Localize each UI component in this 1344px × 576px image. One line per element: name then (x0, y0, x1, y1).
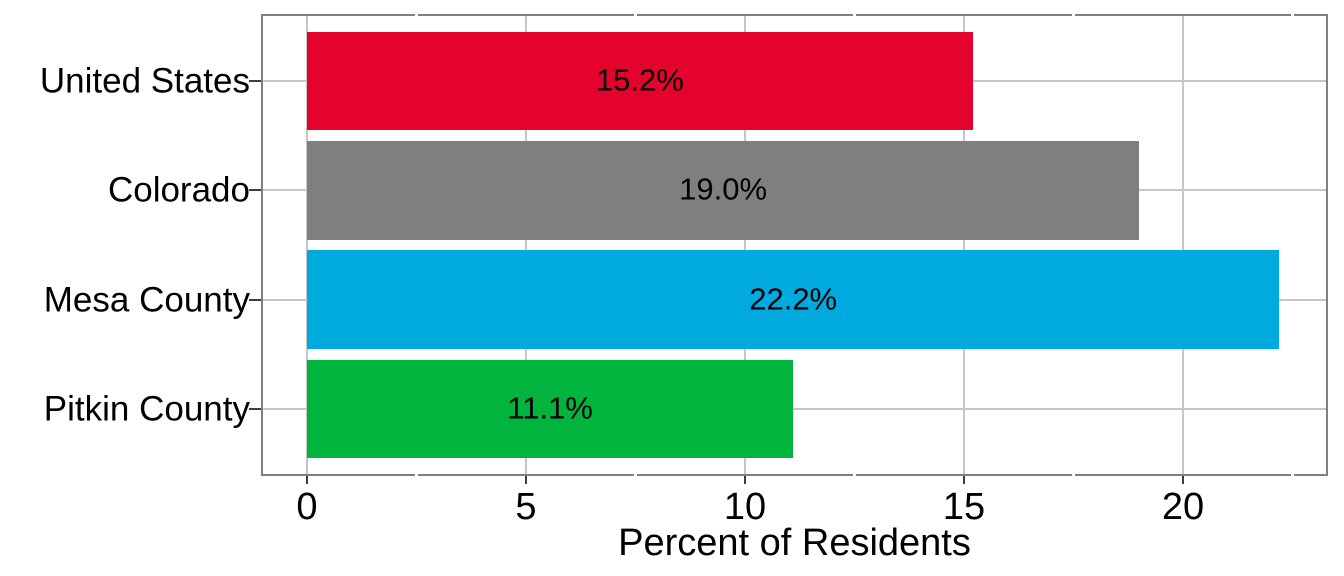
x-axis-tick (306, 476, 308, 484)
gridline-vertical (744, 16, 746, 474)
category-label: Pitkin County (43, 389, 250, 429)
y-axis-tick (249, 80, 261, 83)
category-label: Colorado (107, 170, 250, 210)
bar-value-label: 15.2% (595, 62, 684, 98)
minor-tick-notch (1072, 14, 1075, 16)
x-axis-tick-label: 20 (1161, 486, 1205, 528)
y-axis-tick (249, 298, 261, 301)
category-label: United States (39, 61, 250, 101)
x-axis-tick-label: 0 (296, 486, 318, 528)
x-axis-tick-label: 15 (942, 486, 986, 528)
x-axis-tick (525, 476, 527, 484)
minor-tick-notch (1072, 474, 1075, 476)
bar (307, 32, 973, 131)
minor-tick-notch (1291, 474, 1294, 476)
category-label: Mesa County (43, 280, 250, 320)
y-axis-tick (249, 189, 261, 192)
x-axis-tick-label: 5 (515, 486, 537, 528)
bar (307, 141, 1140, 240)
gridline-vertical (1182, 16, 1184, 474)
minor-tick-notch (415, 474, 418, 476)
bar (307, 250, 1280, 349)
x-axis-title: Percent of Residents (618, 522, 971, 564)
gridline-vertical (525, 16, 527, 474)
minor-tick-notch (853, 14, 856, 16)
x-axis-tick (963, 476, 965, 484)
x-axis-tick-label: 10 (723, 486, 767, 528)
bar-value-label: 11.1% (507, 389, 593, 425)
x-axis-tick (1182, 476, 1184, 484)
minor-tick-notch (1291, 14, 1294, 16)
gridline-vertical (963, 16, 965, 474)
gridline-vertical (306, 16, 308, 474)
minor-tick-notch (634, 14, 637, 16)
gridline-horizontal (263, 407, 1326, 410)
minor-tick-notch (634, 474, 637, 476)
minor-tick-notch (853, 474, 856, 476)
bar (307, 359, 794, 458)
chart-panel: 15.2% 19.0% 22.2% 11.1% (261, 14, 1328, 476)
plot-area: 15.2% 19.0% 22.2% 11.1% (263, 16, 1326, 474)
minor-tick-notch (415, 14, 418, 16)
bar-value-label: 19.0% (679, 171, 768, 207)
y-axis-tick (249, 407, 261, 410)
bar-value-label: 22.2% (749, 280, 838, 316)
x-axis-tick (744, 476, 746, 484)
